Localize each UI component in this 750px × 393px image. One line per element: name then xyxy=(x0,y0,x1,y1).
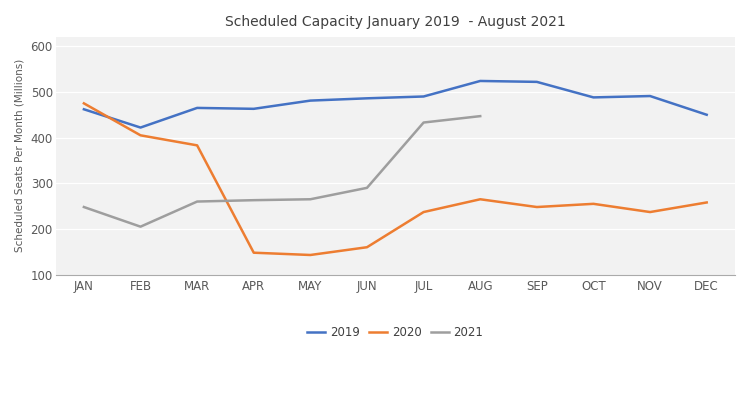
2021 xyxy=(193,199,202,204)
2021 xyxy=(136,224,145,229)
2019 xyxy=(362,96,371,101)
2019 xyxy=(532,79,542,84)
2021 xyxy=(419,120,428,125)
2021 xyxy=(306,197,315,202)
2021 xyxy=(362,185,371,190)
2021 xyxy=(249,198,258,202)
Line: 2019: 2019 xyxy=(84,81,706,128)
2019 xyxy=(646,94,655,98)
Title: Scheduled Capacity January 2019  - August 2021: Scheduled Capacity January 2019 - August… xyxy=(225,15,566,29)
2019 xyxy=(702,112,711,117)
2019 xyxy=(419,94,428,99)
2020 xyxy=(646,210,655,215)
2020 xyxy=(306,253,315,257)
Line: 2021: 2021 xyxy=(84,116,480,227)
2020 xyxy=(362,245,371,250)
2021 xyxy=(80,205,88,209)
2019 xyxy=(589,95,598,100)
2020 xyxy=(249,250,258,255)
2020 xyxy=(193,143,202,148)
2021 xyxy=(476,114,484,119)
2019 xyxy=(249,107,258,111)
Y-axis label: Scheduled Seats Per Month (Millions): Scheduled Seats Per Month (Millions) xyxy=(15,59,25,252)
2020 xyxy=(80,101,88,106)
2019 xyxy=(476,79,484,83)
Legend: 2019, 2020, 2021: 2019, 2020, 2021 xyxy=(303,321,488,343)
2020 xyxy=(589,202,598,206)
2019 xyxy=(80,107,88,112)
2019 xyxy=(193,106,202,110)
2020 xyxy=(702,200,711,205)
Line: 2020: 2020 xyxy=(84,103,706,255)
2019 xyxy=(136,125,145,130)
2020 xyxy=(476,197,484,202)
2020 xyxy=(419,210,428,215)
2020 xyxy=(532,205,542,209)
2019 xyxy=(306,98,315,103)
2020 xyxy=(136,133,145,138)
